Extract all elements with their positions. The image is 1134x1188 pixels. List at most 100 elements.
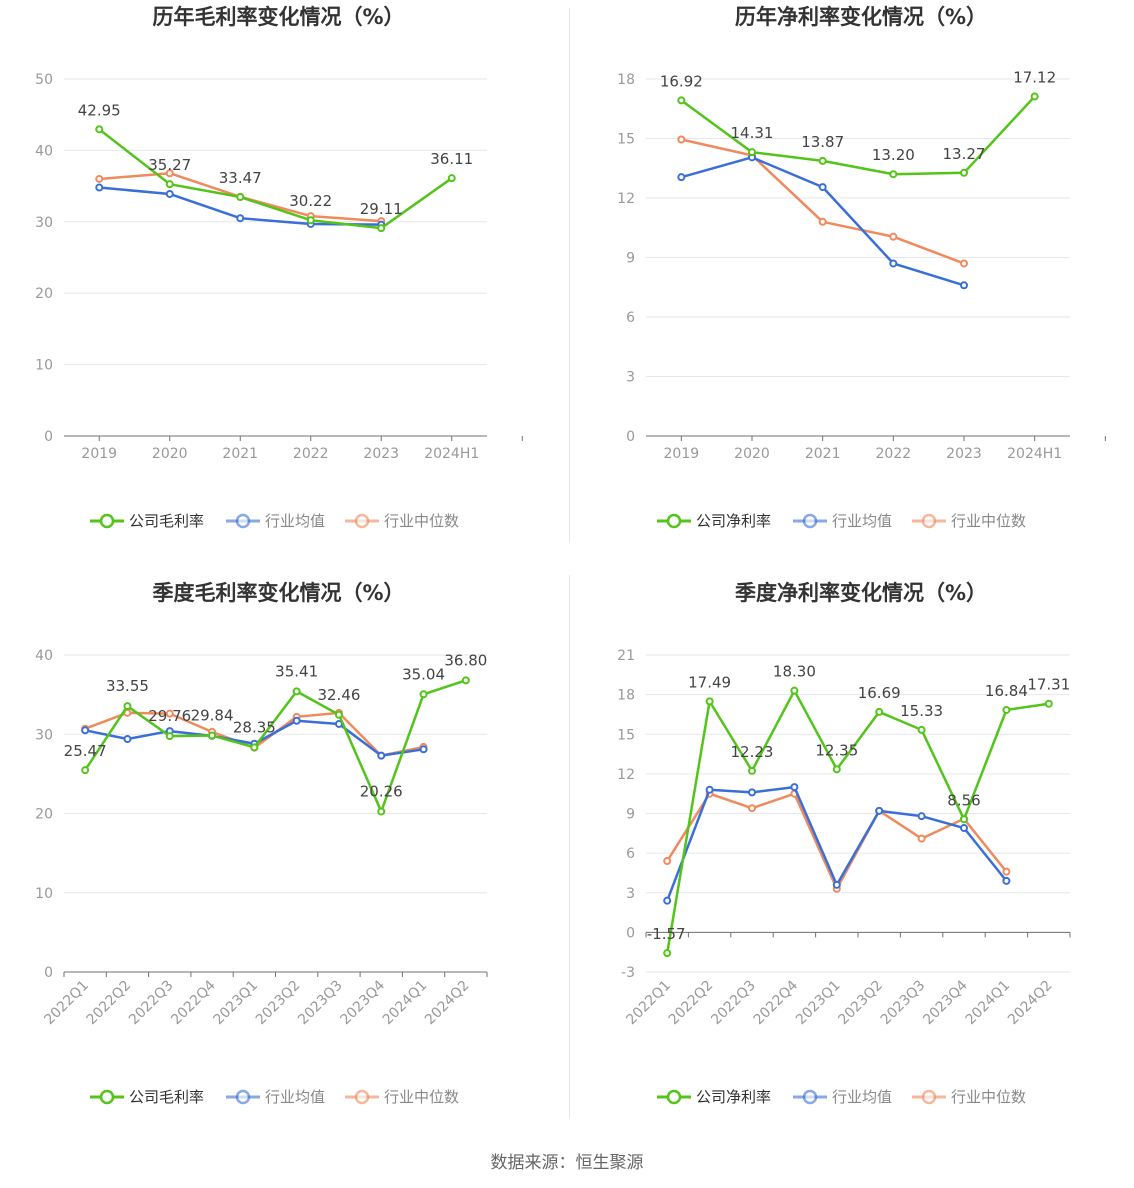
legend-marker [235, 1089, 251, 1105]
x-tick-label: 2024Q1 [380, 978, 431, 1029]
x-tick-label: 2023Q1 [211, 978, 262, 1029]
y-tick-label: 6 [626, 310, 635, 326]
y-tick-label: 0 [626, 925, 635, 941]
data-label: 42.95 [78, 101, 121, 119]
legend-marker [99, 1089, 115, 1105]
x-tick-label: 2022Q1 [623, 978, 674, 1029]
data-point [663, 949, 672, 958]
series-line [680, 95, 1036, 176]
data-point [165, 169, 174, 178]
x-tick-label: 2022Q4 [751, 977, 802, 1028]
data-point [663, 896, 672, 905]
y-tick-label: 21 [617, 648, 635, 664]
data-point [818, 217, 827, 226]
y-tick-label: 3 [626, 370, 635, 386]
x-tick-label: 2023Q4 [337, 977, 388, 1028]
data-point [377, 751, 386, 760]
data-point [165, 189, 174, 198]
data-point [377, 807, 386, 816]
data-label: 18.30 [773, 663, 816, 681]
data-point [419, 690, 428, 699]
data-point [123, 735, 132, 744]
data-label: 17.12 [1013, 68, 1056, 86]
data-point [677, 173, 686, 182]
x-tick-label: 2023Q2 [835, 978, 886, 1029]
legend-marker [666, 1089, 682, 1105]
x-tick-label: 2022Q1 [41, 978, 92, 1029]
series-line [665, 689, 1049, 954]
y-tick-label: 18 [617, 688, 635, 704]
data-label: 29.76 [148, 707, 191, 725]
legend-label: 公司毛利率 [129, 1088, 204, 1106]
data-point [1002, 705, 1011, 714]
chart-svg: 历年毛利率变化情况（%） 0 10 20 30 40 50 2019 2020 2021 2022 2… [35, 5, 523, 530]
data-point [790, 686, 799, 695]
data-point [818, 183, 827, 192]
x-tick-label: 2022Q2 [666, 978, 717, 1029]
data-point [236, 193, 245, 202]
y-tick-label: 50 [35, 72, 53, 88]
y-tick-label: 15 [617, 132, 635, 148]
panel-divider [569, 8, 570, 542]
chart-title: 季度净利率变化情况（%） [735, 581, 987, 605]
data-point [748, 788, 756, 797]
legend-label: 行业中位数 [951, 1088, 1026, 1106]
data-label: 30.22 [289, 192, 332, 210]
y-tick-label: 10 [35, 886, 53, 902]
data-point [663, 857, 672, 866]
x-tick-label: 2023Q3 [295, 978, 346, 1029]
data-point [1002, 876, 1011, 885]
annual-net-margin-chart: 历年净利率变化情况（%） 0 3 6 9 12 15 18 2019 2020 2021 2022 20… [567, 0, 1134, 575]
data-label: 29.84 [191, 707, 234, 725]
y-tick-label: 0 [626, 429, 635, 445]
data-label: 13.27 [943, 145, 986, 163]
y-tick-label: 30 [35, 727, 53, 743]
quarterly-gross-margin-chart: 季度毛利率变化情况（%） 0 10 20 30 40 2022Q1 2022Q2 2022Q3 2… [0, 575, 567, 1150]
y-tick-label: 30 [35, 215, 53, 231]
data-point [960, 815, 968, 824]
data-point [832, 880, 841, 889]
chart-title: 历年净利率变化情况（%） [735, 5, 987, 29]
y-tick-label: 0 [44, 965, 53, 981]
data-point [748, 804, 756, 813]
data-point [960, 259, 968, 268]
legend-marker [99, 513, 115, 529]
x-tick-label: 2022Q3 [126, 978, 177, 1029]
legend-label: 行业均值 [265, 512, 325, 530]
x-tick-label: 2022Q4 [168, 977, 219, 1028]
data-point [1002, 867, 1011, 876]
series-line [84, 679, 467, 813]
y-tick-label: 3 [626, 886, 635, 902]
legend-label: 行业中位数 [384, 1088, 459, 1106]
data-label: 8.56 [947, 791, 980, 809]
legend-marker [235, 513, 251, 529]
chart-title: 历年毛利率变化情况（%） [152, 5, 404, 29]
data-point [292, 687, 301, 696]
x-tick-label: 2019 [664, 446, 700, 462]
chart-svg: 季度毛利率变化情况（%）0102030402022Q12022Q22022Q32… [35, 581, 488, 1106]
x-tick-label: 2023 [363, 446, 399, 462]
legend-label: 公司净利率 [696, 1088, 771, 1106]
y-tick-label: 40 [35, 648, 53, 664]
y-tick-label: 20 [35, 807, 53, 823]
data-point [889, 170, 898, 179]
data-label: 25.47 [64, 742, 107, 760]
data-point [81, 726, 90, 735]
data-point [818, 156, 827, 165]
x-tick-label: 2020 [152, 446, 188, 462]
data-point [790, 783, 799, 792]
chart-title: 季度毛利率变化情况（%） [152, 581, 404, 605]
data-label: 12.23 [731, 743, 774, 761]
x-tick-label: 2020 [734, 446, 770, 462]
data-point [832, 765, 841, 774]
data-source-note: 数据来源：恒生聚源 [490, 1153, 644, 1173]
data-label: 16.69 [858, 684, 901, 702]
data-point [917, 725, 926, 734]
data-point [1030, 92, 1039, 101]
legend-marker [666, 513, 682, 529]
data-point [960, 281, 968, 290]
annual-gross-margin-chart: 历年毛利率变化情况（%） 0 10 20 30 40 50 2019 2020 2021 2022 2… [0, 0, 567, 575]
data-label: 29.11 [360, 200, 403, 218]
data-label: 20.26 [360, 782, 403, 800]
x-tick-label: 2022 [876, 446, 912, 462]
